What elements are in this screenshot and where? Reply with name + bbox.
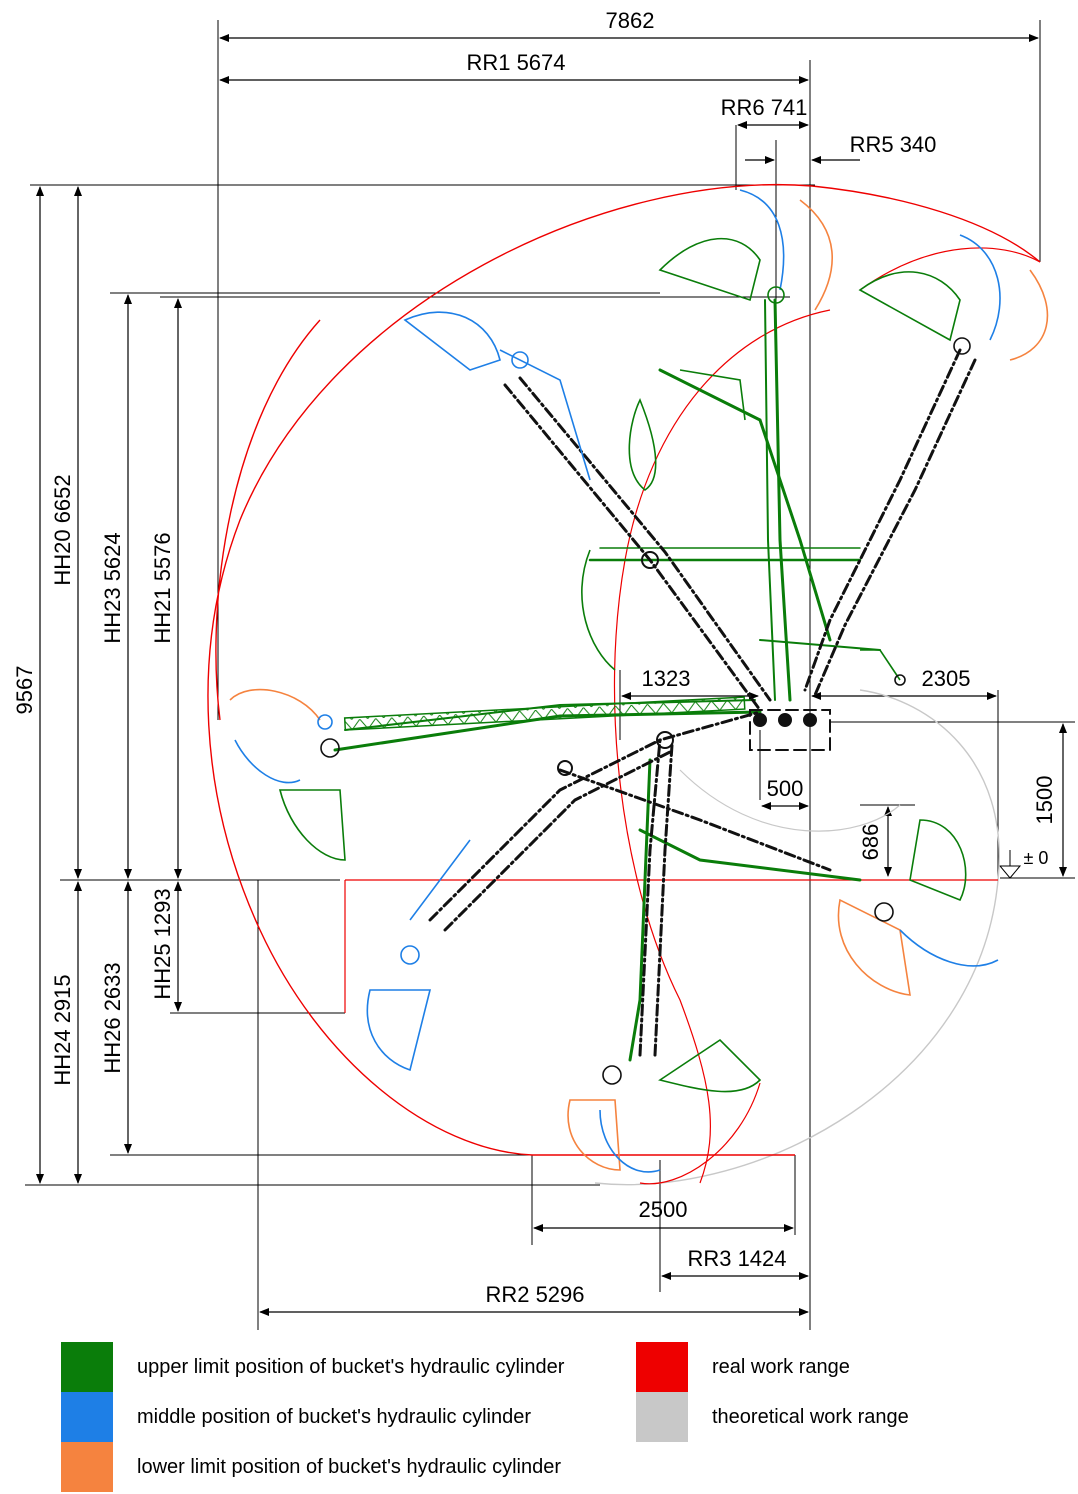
dimension-lines — [36, 34, 1067, 1316]
dim-hh20: HH20 6652 — [50, 474, 75, 585]
dim-2305: 2305 — [922, 666, 971, 691]
legend-swatch-lower — [61, 1442, 113, 1492]
dim-686: 686 — [858, 824, 883, 861]
legend-item-theoretical: theoretical work range — [636, 1392, 909, 1442]
dim-zero: ± 0 — [1024, 848, 1049, 868]
dim-1500: 1500 — [1032, 776, 1057, 825]
excavator-arms — [333, 298, 977, 1062]
real-range-inner-arcs — [344, 247, 1041, 1185]
legend-swatch-middle — [61, 1392, 113, 1442]
legend-item-upper: upper limit position of bucket's hydraul… — [61, 1342, 564, 1392]
theoretical-work-range — [594, 689, 1000, 1186]
dimension-labels: 7862 RR1 5674 RR6 741 RR5 340 9567 HH20 … — [12, 8, 1057, 1307]
dim-1323: 1323 — [642, 666, 691, 691]
legend-label-real: real work range — [712, 1355, 850, 1378]
dim-rr5: RR5 340 — [850, 132, 937, 157]
dim-rr6: RR6 741 — [721, 95, 808, 120]
work-range-drawing: 7862 RR1 5674 RR6 741 RR5 340 9567 HH20 … — [12, 8, 1075, 1330]
legend-swatch-upper — [61, 1342, 113, 1392]
dim-7862: 7862 — [606, 8, 655, 33]
dim-rr2: RR2 5296 — [485, 1282, 584, 1307]
dim-2500: 2500 — [639, 1197, 688, 1222]
theoretical-arc-inner — [679, 769, 901, 832]
dim-hh23: HH23 5624 — [100, 532, 125, 643]
dim-rr3: RR3 1424 — [687, 1246, 786, 1271]
dim-rr1: RR1 5674 — [466, 50, 565, 75]
legend-item-middle: middle position of bucket's hydraulic cy… — [61, 1392, 531, 1442]
extension-lines — [25, 20, 1075, 1330]
legend-label-theoretical: theoretical work range — [712, 1405, 909, 1428]
dim-hh24: HH24 2915 — [50, 974, 75, 1085]
dim-hh26: HH26 2633 — [100, 962, 125, 1073]
legend-swatch-theoretical — [636, 1392, 688, 1442]
dim-9567: 9567 — [12, 666, 37, 715]
dim-500: 500 — [767, 776, 804, 801]
bucket-positions — [229, 189, 1049, 1173]
dim-hh21: HH21 5576 — [150, 532, 175, 643]
real-work-range — [207, 184, 1041, 1156]
legend-label-middle: middle position of bucket's hydraulic cy… — [137, 1405, 532, 1428]
legend-item-real: real work range — [636, 1342, 850, 1392]
legend-label-lower: lower limit position of bucket's hydraul… — [137, 1455, 561, 1478]
legend-item-lower: lower limit position of bucket's hydraul… — [61, 1442, 561, 1492]
dim-hh25: HH25 1293 — [150, 888, 175, 999]
zero-level-marker — [998, 850, 1022, 879]
legend-label-upper: upper limit position of bucket's hydraul… — [137, 1355, 565, 1378]
legend-swatch-real — [636, 1342, 688, 1392]
